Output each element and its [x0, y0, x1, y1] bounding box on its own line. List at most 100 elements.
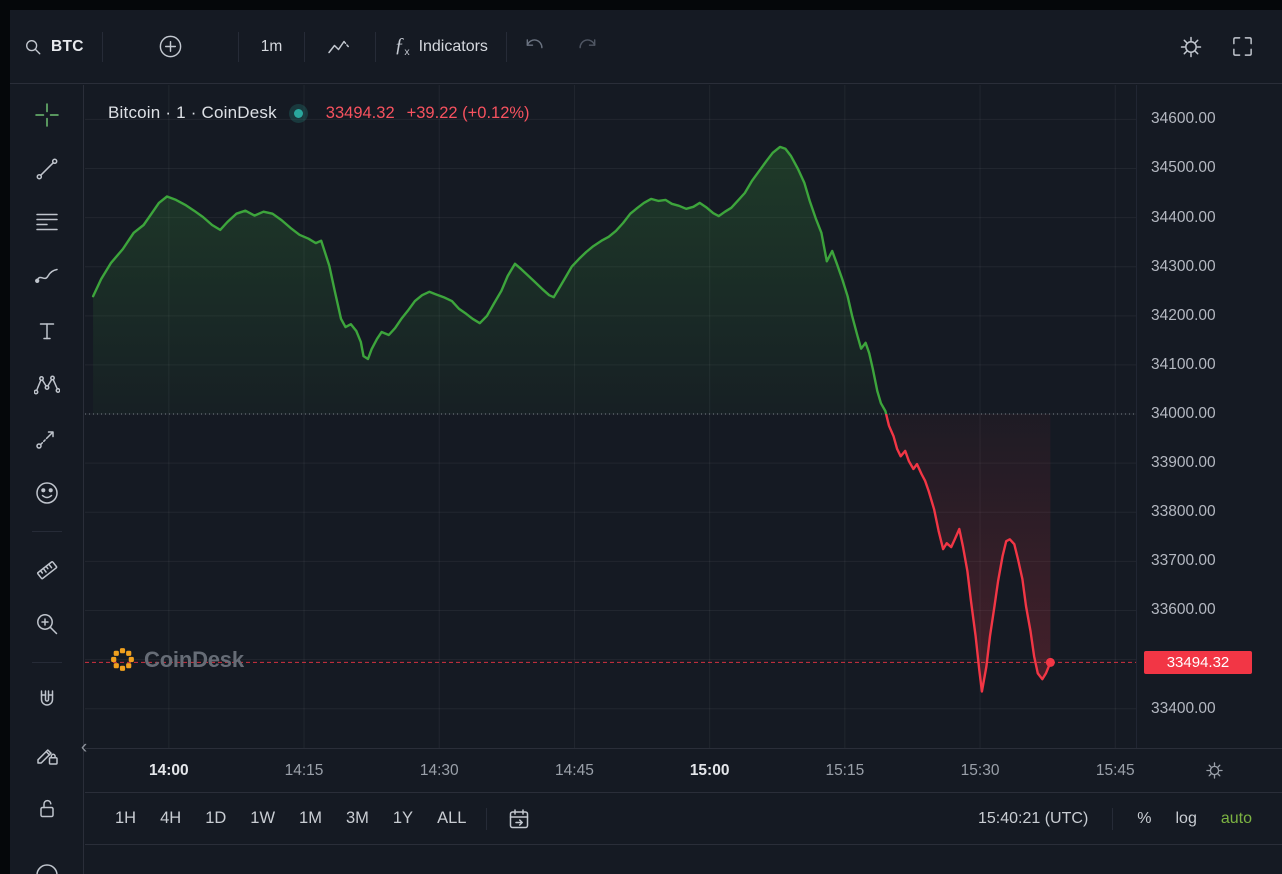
redo-button[interactable] — [576, 35, 599, 58]
range-button-3M[interactable]: 3M — [345, 809, 369, 827]
settings-button[interactable] — [1179, 35, 1203, 59]
time-axis-label: 15:15 — [825, 762, 865, 779]
chart-style-icon — [328, 40, 351, 53]
time-axis-label: 14:00 — [148, 762, 189, 779]
range-selector: 1H 4H 1D 1W 1M 3M 1Y ALL — [115, 809, 466, 828]
price-axis[interactable]: 34600.00 34500.00 34400.00 34300.00 34200.00… — [1136, 85, 1282, 748]
plus-circle-icon — [159, 35, 182, 58]
forecast-icon — [35, 431, 54, 449]
price-axis-label: 34000.00 — [1151, 405, 1216, 423]
market-status-icon[interactable] — [288, 103, 308, 123]
range-button-1W[interactable]: 1W — [250, 809, 276, 827]
time-axis-label: 14:15 — [284, 762, 324, 779]
pencil-lock-icon — [36, 749, 58, 765]
hide-drawings-tool[interactable] — [31, 859, 63, 874]
price-axis-label: 33400.00 — [1151, 699, 1216, 717]
fib-retracement-tool[interactable] — [31, 207, 63, 239]
trend-line-tool[interactable] — [31, 153, 63, 185]
magnet-icon — [40, 690, 53, 706]
fullscreen-button[interactable] — [1231, 35, 1254, 58]
hide-drawings-icon — [35, 864, 58, 874]
legend-title[interactable]: Bitcoin · 1 · CoinDesk — [108, 103, 277, 122]
zoom-in-tool[interactable] — [31, 608, 63, 640]
bottom-right-group: 15:40:21 (UTC) % log auto — [978, 807, 1252, 830]
text-icon — [39, 323, 54, 340]
brush-tool[interactable] — [31, 261, 63, 293]
symbol-label: BTC — [51, 37, 84, 55]
search-icon — [26, 39, 41, 54]
range-button-ALL[interactable]: ALL — [437, 809, 467, 827]
add-symbol-button[interactable] — [158, 34, 183, 59]
interval-button[interactable]: 1m — [260, 37, 283, 55]
price-axis-label: 34300.00 — [1151, 257, 1216, 275]
ruler-icon — [36, 561, 57, 580]
fib-retracement-icon — [35, 213, 58, 231]
crosshair-icon — [34, 103, 59, 127]
trend-line-icon — [36, 158, 57, 180]
toolbar-separator — [101, 31, 103, 62]
range-button-1M[interactable]: 1M — [299, 809, 322, 827]
clock[interactable]: 15:40:21 (UTC) — [978, 809, 1089, 827]
xabcd-pattern-icon — [33, 375, 60, 395]
log-scale-button[interactable]: log — [1175, 809, 1197, 827]
range-button-4H[interactable]: 4H — [160, 809, 182, 827]
indicators-button[interactable]: ƒx Indicators — [394, 35, 488, 58]
fx-icon: ƒx — [394, 34, 410, 59]
axis-settings-button[interactable] — [1205, 761, 1224, 783]
toolbar-separator — [486, 807, 488, 830]
xabcd-pattern-tool[interactable] — [31, 369, 63, 401]
toolbar-separator — [375, 31, 377, 62]
symbol-search-button[interactable]: BTC — [24, 38, 102, 56]
watermark-text: CoinDesk — [144, 646, 244, 672]
price-axis-label: 34500.00 — [1151, 159, 1216, 177]
chart-panel: BTC 1m ƒx Indicators — [10, 10, 1282, 874]
range-button-1D[interactable]: 1D — [205, 809, 227, 827]
emoji-tool[interactable] — [31, 477, 63, 509]
drawing-toolbar — [10, 85, 84, 874]
toolbar-separator — [237, 31, 239, 62]
toolbar-separator — [304, 31, 306, 62]
toolbar-collapse-arrow[interactable]: ‹ — [80, 737, 88, 758]
coindesk-watermark: CoinDesk — [108, 645, 244, 674]
drawing-lock-tool[interactable] — [31, 739, 63, 771]
gear-icon — [1206, 762, 1223, 779]
range-button-1H[interactable]: 1H — [115, 809, 137, 827]
price-axis-label: 33800.00 — [1151, 503, 1216, 521]
time-axis-label: 14:30 — [419, 762, 459, 779]
toolbar-divider — [31, 662, 62, 663]
crosshair-tool[interactable] — [31, 99, 63, 131]
ruler-tool[interactable] — [31, 554, 63, 586]
chart-style-button[interactable] — [327, 36, 353, 58]
legend-price: 33494.32 — [325, 103, 395, 122]
zoom-in-icon — [36, 614, 57, 635]
price-axis-label: 33600.00 — [1151, 601, 1216, 619]
price-axis-label: 34100.00 — [1151, 355, 1216, 373]
coindesk-logo-icon — [111, 648, 134, 671]
toolbar-divider — [31, 531, 62, 532]
undo-button[interactable] — [523, 35, 546, 58]
go-to-date-button[interactable] — [507, 807, 531, 831]
magnet-tool[interactable] — [31, 685, 63, 717]
lock-all-tool[interactable] — [31, 793, 63, 825]
price-axis-label: 33900.00 — [1151, 454, 1216, 472]
gear-icon — [1180, 36, 1202, 57]
legend-change: +39.22 (+0.12%) — [406, 103, 530, 122]
time-axis[interactable]: 14:00 14:15 14:30 14:45 15:00 15:15 15:30 15:45 — [85, 748, 1282, 792]
redo-icon — [579, 39, 596, 49]
price-chart[interactable]: Bitcoin · 1 · CoinDesk 33494.32 +39.22 (… — [85, 85, 1136, 748]
toolbar-separator — [1112, 807, 1114, 830]
range-button-1Y[interactable]: 1Y — [392, 809, 414, 827]
forecast-tool[interactable] — [31, 423, 63, 455]
last-price-badge: 33494.32 — [1144, 650, 1252, 674]
price-axis-label: 34200.00 — [1151, 306, 1216, 324]
text-tool[interactable] — [31, 315, 63, 347]
indicators-label: Indicators — [418, 37, 488, 55]
percent-scale-button[interactable]: % — [1137, 809, 1152, 827]
price-axis-label: 33700.00 — [1151, 552, 1216, 570]
brush-icon — [34, 268, 58, 283]
fullscreen-icon — [1233, 37, 1252, 56]
auto-scale-button[interactable]: auto — [1220, 809, 1252, 827]
chart-canvas[interactable] — [85, 85, 1136, 748]
top-toolbar: BTC 1m ƒx Indicators — [10, 10, 1282, 84]
